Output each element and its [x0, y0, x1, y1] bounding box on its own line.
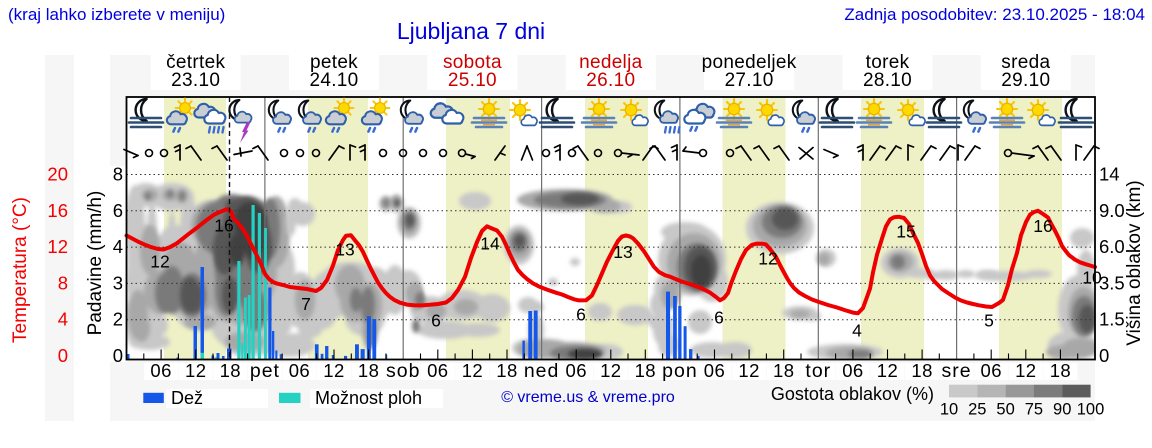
svg-text:pet: pet — [250, 360, 280, 382]
svg-text:06: 06 — [981, 360, 1002, 381]
svg-text:5: 5 — [984, 311, 994, 331]
svg-text:18: 18 — [496, 360, 517, 381]
svg-text:8: 8 — [113, 164, 123, 185]
svg-text:6: 6 — [576, 305, 586, 325]
svg-text:6: 6 — [113, 200, 123, 221]
svg-text:2: 2 — [113, 309, 123, 330]
svg-text:14: 14 — [480, 234, 500, 254]
svg-text:16: 16 — [214, 216, 233, 236]
svg-text:12: 12 — [758, 249, 777, 269]
svg-text:Padavine (mm/h): Padavine (mm/h) — [85, 191, 106, 336]
svg-text:06: 06 — [150, 360, 171, 381]
svg-text:Gostota oblakov (%): Gostota oblakov (%) — [771, 384, 934, 404]
svg-text:Temperatura (°C): Temperatura (°C) — [10, 197, 31, 343]
svg-text:12: 12 — [462, 360, 483, 381]
svg-text:0: 0 — [113, 345, 123, 366]
svg-text:12: 12 — [738, 360, 759, 381]
svg-text:9.0: 9.0 — [1099, 200, 1125, 221]
svg-text:18: 18 — [911, 360, 932, 381]
svg-text:četrtek: četrtek — [166, 52, 225, 73]
svg-text:torek: torek — [866, 52, 910, 73]
svg-text:12: 12 — [47, 236, 68, 257]
svg-text:18: 18 — [635, 360, 656, 381]
svg-text:100: 100 — [1077, 401, 1105, 419]
svg-text:Zadnja posodobitev: 23.10.2025: Zadnja posodobitev: 23.10.2025 - 18:04 — [844, 5, 1145, 24]
svg-text:sobota: sobota — [443, 52, 502, 73]
svg-text:ned: ned — [524, 360, 560, 382]
svg-text:6.0: 6.0 — [1099, 236, 1125, 257]
svg-text:0: 0 — [58, 345, 68, 366]
svg-text:12: 12 — [150, 252, 169, 272]
svg-text:18: 18 — [220, 360, 241, 381]
svg-text:6: 6 — [431, 311, 441, 331]
svg-text:sreda: sreda — [1001, 52, 1050, 73]
svg-text:28.10: 28.10 — [863, 70, 912, 91]
svg-text:tor: tor — [805, 360, 831, 382]
svg-text:50: 50 — [996, 401, 1014, 419]
svg-text:sob: sob — [386, 360, 420, 382]
svg-text:12: 12 — [1015, 360, 1036, 381]
svg-text:nedelja: nedelja — [579, 52, 643, 73]
svg-text:27.10: 27.10 — [725, 70, 774, 91]
svg-text:3.5: 3.5 — [1099, 272, 1125, 293]
svg-text:4: 4 — [58, 309, 68, 330]
svg-text:15: 15 — [896, 222, 915, 242]
svg-text:4: 4 — [852, 321, 862, 341]
svg-text:10: 10 — [940, 401, 958, 419]
svg-text:ponedeljek: ponedeljek — [702, 52, 797, 73]
svg-text:18: 18 — [1050, 360, 1071, 381]
svg-text:0: 0 — [1099, 345, 1109, 366]
svg-text:12: 12 — [877, 360, 898, 381]
svg-text:26.10: 26.10 — [586, 70, 635, 91]
svg-text:75: 75 — [1025, 401, 1043, 419]
svg-text:10: 10 — [1082, 268, 1102, 288]
svg-text:16: 16 — [1033, 216, 1052, 236]
svg-text:Možnost ploh: Možnost ploh — [315, 388, 422, 408]
svg-text:90: 90 — [1053, 401, 1071, 419]
svg-text:06: 06 — [427, 360, 448, 381]
svg-text:06: 06 — [842, 360, 863, 381]
svg-text:© vreme.us & vreme.pro: © vreme.us & vreme.pro — [501, 389, 675, 406]
svg-text:4: 4 — [113, 236, 123, 257]
svg-text:7: 7 — [301, 294, 311, 314]
svg-text:Dež: Dež — [171, 388, 203, 408]
svg-text:25.10: 25.10 — [448, 70, 497, 91]
svg-text:12: 12 — [323, 360, 344, 381]
svg-text:13: 13 — [613, 242, 632, 262]
svg-text:petek: petek — [310, 52, 358, 73]
svg-text:Višina oblakov (km): Višina oblakov (km) — [1124, 180, 1145, 345]
svg-text:Ljubljana 7 dni: Ljubljana 7 dni — [397, 18, 545, 44]
svg-text:sre: sre — [942, 360, 972, 382]
svg-text:06: 06 — [566, 360, 587, 381]
svg-text:06: 06 — [289, 360, 310, 381]
svg-text:14: 14 — [1099, 164, 1120, 185]
svg-text:18: 18 — [358, 360, 379, 381]
svg-text:18: 18 — [773, 360, 794, 381]
svg-text:12: 12 — [185, 360, 206, 381]
svg-text:6: 6 — [714, 308, 724, 328]
svg-text:16: 16 — [47, 200, 68, 221]
svg-text:3: 3 — [113, 272, 123, 293]
svg-text:25: 25 — [968, 401, 986, 419]
svg-text:29.10: 29.10 — [1001, 70, 1050, 91]
svg-text:06: 06 — [704, 360, 725, 381]
svg-text:24.10: 24.10 — [309, 70, 358, 91]
svg-text:12: 12 — [600, 360, 621, 381]
svg-text:1.5: 1.5 — [1099, 309, 1125, 330]
svg-text:20: 20 — [47, 164, 68, 185]
svg-text:pon: pon — [662, 360, 698, 382]
svg-text:8: 8 — [58, 272, 68, 293]
svg-text:(kraj lahko izberete v meniju): (kraj lahko izberete v meniju) — [8, 5, 225, 24]
svg-text:13: 13 — [335, 240, 354, 260]
svg-text:23.10: 23.10 — [171, 70, 220, 91]
